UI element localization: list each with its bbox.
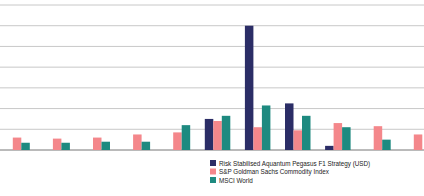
legend-swatch [210, 177, 216, 183]
bar [142, 142, 151, 150]
bar [245, 26, 254, 150]
bar [294, 130, 303, 150]
bar [53, 139, 62, 150]
bar [205, 119, 214, 150]
bar [334, 123, 343, 150]
legend-label: Risk Stabilised Aquantum Pegasus F1 Stra… [219, 160, 370, 168]
bar [93, 138, 102, 150]
bar [325, 146, 334, 150]
bar [173, 132, 182, 150]
bar [342, 127, 351, 150]
bar [414, 134, 423, 150]
bar [222, 116, 231, 150]
bar [182, 125, 191, 150]
grid-line [0, 46, 424, 47]
bar [302, 116, 311, 150]
legend-label: S&P Goldman Sachs Commodity Index [219, 168, 330, 176]
bar [61, 143, 70, 150]
bar [382, 140, 391, 150]
grid-line [0, 67, 424, 68]
bar [21, 143, 30, 150]
bar [213, 121, 222, 150]
grid-line [0, 87, 424, 88]
bar [13, 138, 21, 150]
legend-swatch [210, 169, 216, 175]
bar [102, 142, 111, 150]
legend-swatch [210, 160, 216, 166]
bar [133, 134, 142, 150]
grid-line [0, 5, 424, 6]
bar [285, 103, 294, 150]
grid-line [0, 25, 424, 26]
grid-line [0, 108, 424, 109]
bar [253, 127, 262, 150]
bar [262, 105, 271, 150]
chart: Risk Stabilised Aquantum Pegasus F1 Stra… [0, 0, 424, 196]
legend-label: MSCI World [219, 177, 253, 184]
bar [374, 126, 383, 150]
bars [13, 26, 423, 150]
